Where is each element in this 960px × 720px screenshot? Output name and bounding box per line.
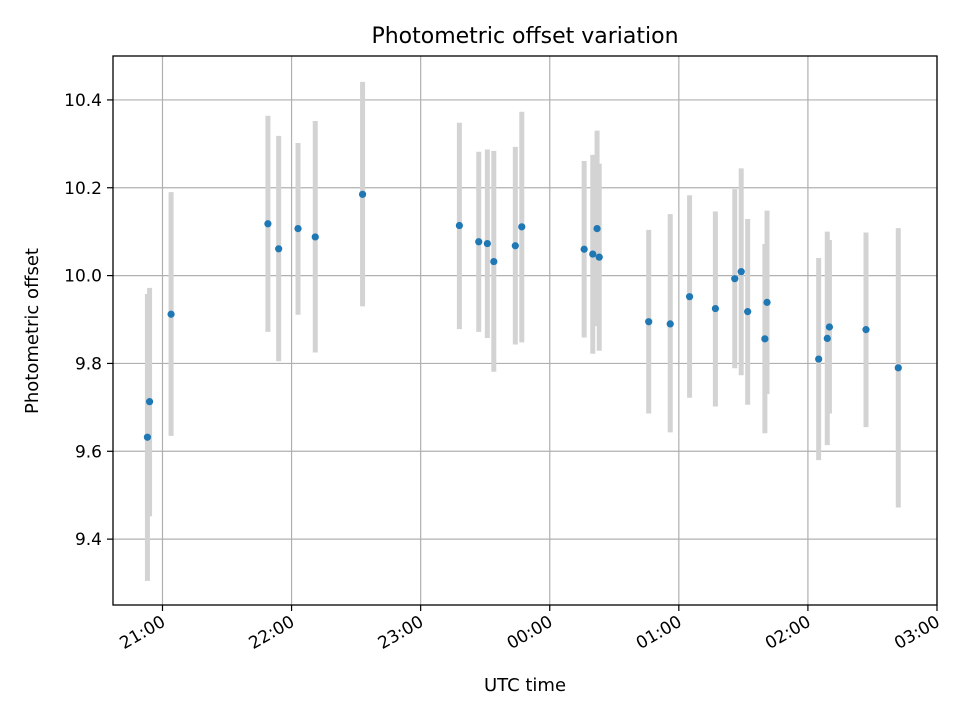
data-point [761,335,769,343]
chart-title: Photometric offset variation [371,24,678,49]
data-point [763,298,771,306]
data-point [294,225,302,233]
data-point [825,323,834,331]
y-axis-ticks: 9.4 9.6 9.8 10.0 10.2 10.4 [64,91,113,550]
y-axis-label: Photometric offset [22,248,43,414]
data-point [894,364,902,372]
data-point [275,245,283,253]
data-point [455,221,463,230]
data-point [589,250,597,258]
data-point [685,293,694,301]
data-point [483,239,491,248]
data-point [311,233,319,241]
y-tick-label: 9.6 [75,442,102,462]
data-point [711,304,720,313]
data-point [744,308,752,316]
data-points [143,190,902,441]
data-point [511,242,519,250]
y-tick-label: 10.0 [64,267,102,287]
data-point [264,220,272,228]
data-point [518,223,526,231]
plot-area [113,56,937,605]
y-tick-label: 10.4 [64,91,102,111]
axes-frame [112,55,938,606]
data-point [595,253,603,261]
data-point [475,238,483,246]
data-point [358,190,367,198]
y-tick-label: 9.8 [75,354,102,374]
data-point [737,268,745,276]
data-point [666,320,674,328]
data-point [145,398,154,406]
data-point [823,334,831,343]
data-point [731,275,739,283]
data-point [862,326,870,334]
data-point [815,355,823,363]
data-point [167,310,175,318]
data-point [593,225,601,233]
y-tick-label: 10.2 [64,179,102,199]
data-point [580,245,588,253]
grid [113,56,938,605]
x-axis-label: UTC time [484,675,566,696]
data-point [143,433,152,441]
data-point [490,257,498,266]
data-point [645,318,653,326]
y-tick-label: 9.4 [75,530,102,550]
